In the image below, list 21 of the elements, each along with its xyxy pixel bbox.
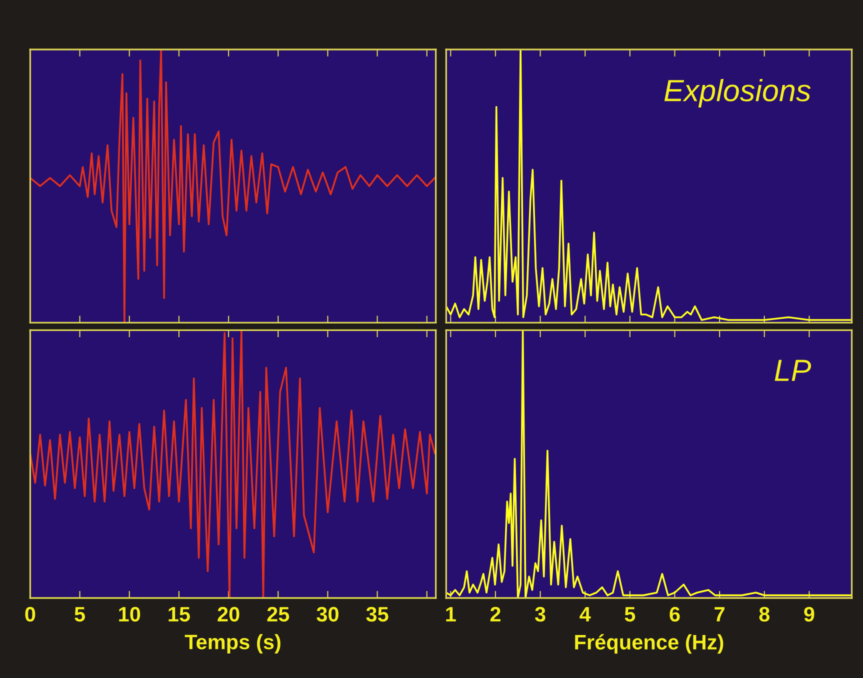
x-tick-label: 1: [446, 607, 456, 622]
x-tick-label: 30: [316, 606, 338, 622]
annotation: LP: [774, 360, 812, 381]
x-tick-label: 15: [168, 607, 190, 622]
x-tick-label: 9: [804, 606, 814, 622]
x-tick-label: 35: [366, 606, 388, 622]
x-axis-title: Fréquence (Hz): [575, 634, 724, 654]
x-tick-label: 10: [119, 606, 140, 622]
x-axis-title: Temps (s): [184, 634, 280, 654]
x-tick-label: 2: [490, 606, 500, 622]
x-tick-label: 7: [714, 607, 724, 622]
annotation: Explosions: [664, 78, 811, 108]
x-tick-label: 3: [534, 606, 546, 622]
x-tick-label: 5: [74, 607, 86, 622]
x-tick-label: 6: [670, 606, 680, 622]
x-tick-label: 0: [25, 606, 36, 622]
x-tick-label: 25: [267, 606, 290, 622]
x-tick-label: 4: [580, 607, 591, 622]
x-tick-label: 8: [759, 606, 770, 622]
x-tick-label: 5: [624, 607, 636, 622]
x-tick-label: 20: [218, 606, 240, 622]
